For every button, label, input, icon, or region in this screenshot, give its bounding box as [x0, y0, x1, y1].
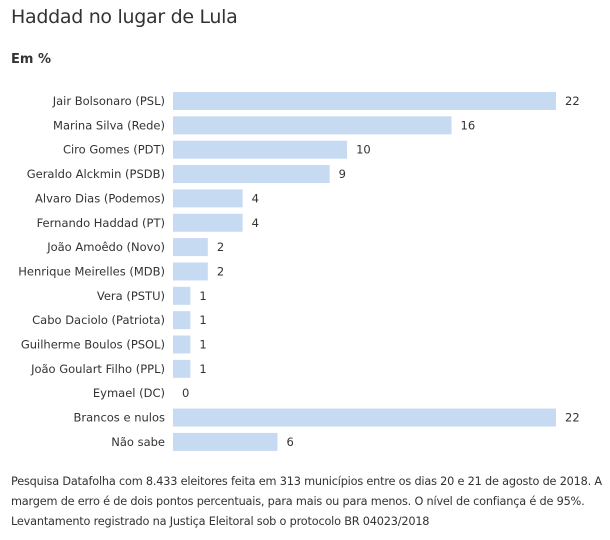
value-label: 4 — [252, 191, 259, 205]
bar — [173, 238, 208, 257]
value-label: 9 — [339, 167, 346, 181]
value-label: 6 — [286, 435, 293, 449]
bar — [173, 262, 208, 281]
category-label: Vera (PSTU) — [97, 289, 165, 303]
bar — [173, 408, 556, 427]
bar — [173, 140, 348, 159]
bar — [173, 311, 191, 330]
value-label: 1 — [199, 338, 206, 352]
value-label: 2 — [217, 240, 224, 254]
category-label: João Goulart Filho (PPL) — [30, 362, 165, 376]
bar — [173, 286, 191, 305]
bar — [173, 213, 243, 232]
value-label: 22 — [565, 94, 580, 108]
category-label: Alvaro Dias (Podemos) — [35, 191, 165, 205]
category-label: Cabo Daciolo (Patriota) — [32, 313, 165, 327]
category-label: Henrique Meirelles (MDB) — [18, 264, 165, 278]
bar — [173, 335, 191, 354]
bar — [173, 189, 243, 208]
value-label: 16 — [461, 118, 476, 132]
value-label: 2 — [217, 264, 224, 278]
category-label: Não sabe — [111, 435, 165, 449]
bar — [173, 92, 556, 110]
value-label: 1 — [199, 313, 206, 327]
category-label: Guilherme Boulos (PSOL) — [21, 338, 165, 352]
category-label: Ciro Gomes (PDT) — [63, 143, 165, 157]
value-label: 1 — [199, 289, 206, 303]
chart-title: Haddad no lugar de Lula — [11, 6, 238, 28]
category-label: Geraldo Alckmin (PSDB) — [27, 167, 165, 181]
category-label: João Amoêdo (Novo) — [46, 240, 165, 254]
category-label: Eymael (DC) — [93, 386, 165, 400]
category-label: Fernando Haddad (PT) — [37, 216, 165, 230]
category-label: Marina Silva (Rede) — [53, 118, 165, 132]
value-label: 22 — [565, 411, 580, 425]
category-label: Brancos e nulos — [74, 411, 166, 425]
value-label: 10 — [356, 143, 371, 157]
bar — [173, 165, 330, 184]
bar — [173, 359, 191, 378]
value-label: 0 — [182, 386, 189, 400]
value-label: 1 — [199, 362, 206, 376]
footnote: Pesquisa Datafolha com 8.433 eleitores f… — [11, 475, 602, 528]
chart-subtitle: Em % — [11, 52, 51, 67]
bar — [173, 432, 278, 451]
value-label: 4 — [252, 216, 259, 230]
category-label: Jair Bolsonaro (PSL) — [52, 94, 165, 108]
bar — [173, 116, 452, 135]
